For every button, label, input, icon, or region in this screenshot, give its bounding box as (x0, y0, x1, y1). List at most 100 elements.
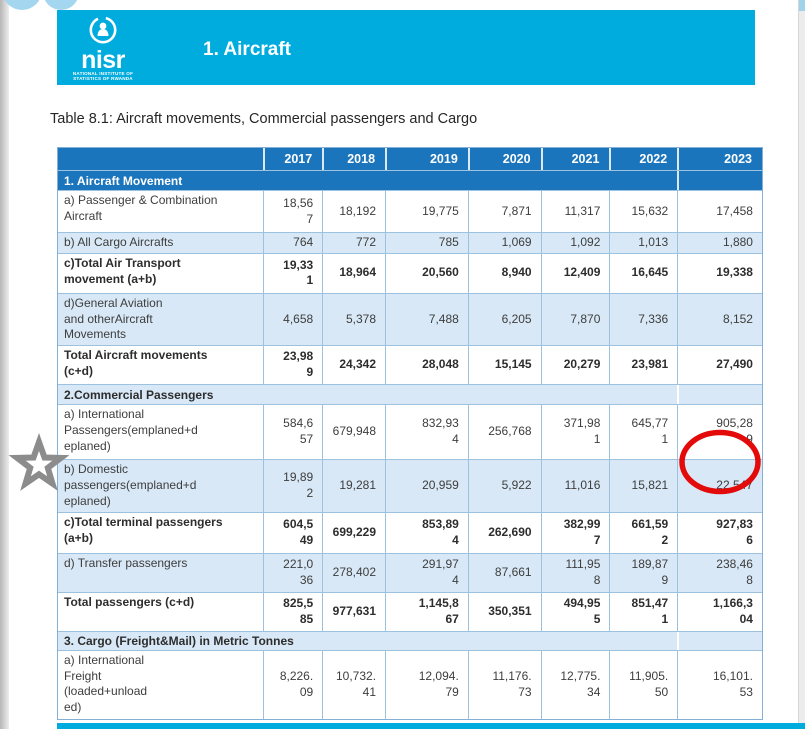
value-cell: 7,870 (540, 293, 610, 346)
table-caption: Table 8.1: Aircraft movements, Commercia… (50, 111, 478, 127)
value-cell: 382,99 7 (540, 512, 610, 553)
section-header-row: 1. Aircraft Movement (58, 170, 762, 190)
table-row: a) International Passengers(emplaned+d e… (58, 404, 762, 460)
chapter-title: 1. Aircraft (203, 39, 291, 60)
value-cell: 7,336 (609, 293, 677, 346)
value-cell: 1,013 (609, 233, 677, 253)
value-cell: 278,402 (322, 553, 385, 592)
value-cell: 11,016 (540, 460, 610, 512)
value-cell: 7,488 (385, 293, 468, 346)
value-cell: 350,351 (467, 592, 541, 631)
value-cell: 19,33 1 (263, 253, 322, 293)
value-cell: 772 (322, 233, 385, 253)
row-label-cell: a) International Passengers(emplaned+d e… (64, 407, 198, 453)
section-header-row: 2.Commercial Passengers (58, 384, 762, 405)
scrollbar-thumb[interactable] (799, 0, 805, 11)
value-cell: 19,775 (385, 191, 468, 232)
value-cell: 20,959 (385, 460, 468, 512)
table-row: a) International Freight (loaded+unload … (58, 649, 762, 719)
value-cell: 699,229 (322, 512, 385, 553)
row-label-cell: a) Passenger & Combination Aircraft (64, 193, 218, 223)
value-cell: 5,922 (467, 460, 541, 512)
row-label-cell: c)Total terminal passengers (a+b) (64, 514, 223, 545)
value-cell: 11,317 (540, 191, 610, 232)
value-cell: 785 (385, 233, 468, 253)
value-cell: 5,378 (322, 293, 385, 346)
table-row: Total passengers (c+d) 825,5 85 977,631 1,1… (58, 591, 762, 631)
year-header-cell: 2023 (677, 148, 762, 170)
decor-bubble-icon (2, 0, 42, 10)
chapter-header-band: nisr NATIONAL INSTITUTE OF STATISTICS OF… (57, 10, 755, 85)
table-row: b) Domestic passengers(emplaned+d eplane… (58, 459, 762, 512)
value-cell: 111,95 8 (540, 553, 610, 592)
value-cell: 905,28 9 (677, 405, 762, 460)
value-cell: 7,871 (467, 191, 541, 232)
year-header-cell: 2017 (263, 148, 322, 170)
section-label: 3. Cargo (Freight&Mail) in Metric Tonnes (64, 633, 294, 648)
value-cell: 23,981 (609, 346, 677, 385)
logo-wordmark: nisr (81, 46, 125, 74)
value-cell: 15,821 (609, 460, 677, 512)
logo-subtext-line2: STATISTICS OF RWANDA (73, 76, 133, 82)
year-header-cell: 2021 (540, 148, 610, 170)
page-left-edge (0, 0, 9, 729)
value-cell: 853,89 4 (385, 512, 468, 553)
highlighted-value-cell: 22,547 (677, 460, 762, 512)
value-cell: 661,59 2 (609, 512, 677, 553)
section-empty-cell (677, 171, 762, 190)
value-cell: 189,87 9 (609, 553, 677, 592)
scrollbar-track[interactable] (798, 0, 805, 729)
logo-subtext-line1: NATIONAL INSTITUTE OF (72, 70, 134, 76)
value-cell: 18,192 (322, 191, 385, 232)
value-cell: 1,092 (540, 233, 610, 253)
value-cell: 1,166,3 04 (677, 592, 762, 631)
value-cell: 584,6 57 (263, 405, 322, 460)
value-cell: 16,101. 53 (677, 650, 762, 719)
row-label-cell: c)Total Air Transport movement (a+b) (64, 255, 181, 286)
value-cell: 8,152 (677, 293, 762, 346)
year-header-cell: 2018 (322, 148, 385, 170)
value-cell: 832,93 4 (385, 405, 468, 460)
value-cell: 12,409 (540, 253, 610, 293)
value-cell: 17,458 (677, 191, 762, 232)
header-corner-cell (58, 148, 263, 170)
value-cell: 851,47 1 (609, 592, 677, 631)
value-cell: 1,880 (677, 233, 762, 253)
year-header-cell: 2019 (385, 148, 468, 170)
value-cell: 24,342 (322, 346, 385, 385)
value-cell: 18,56 7 (263, 191, 322, 232)
value-cell: 15,632 (609, 191, 677, 232)
value-cell: 291,97 4 (385, 553, 468, 592)
value-cell: 371,98 1 (540, 405, 610, 460)
value-cell: 221,0 36 (263, 553, 322, 592)
value-cell: 1,069 (467, 233, 541, 253)
value-cell: 6,205 (467, 293, 541, 346)
table-row: d) Transfer passengers 221,0 36 278,402 291… (58, 552, 762, 592)
table-row: c)Total terminal passengers (a+b) 604,5 4… (58, 511, 762, 553)
section-empty-cell (677, 631, 762, 650)
value-cell: 87,661 (467, 553, 541, 592)
globe-person-icon (89, 16, 117, 44)
value-cell: 262,690 (467, 512, 541, 553)
value-cell: 15,145 (467, 346, 541, 385)
value-cell: 12,775. 34 (540, 650, 610, 719)
star-marker-icon (8, 433, 70, 491)
value-cell: 16,645 (609, 253, 677, 293)
section-label: 2.Commercial Passengers (64, 387, 214, 402)
value-cell: 8,940 (467, 253, 541, 293)
value-cell: 238,46 8 (677, 553, 762, 592)
row-label-cell: Total passengers (c+d) (64, 594, 195, 609)
table-row: c)Total Air Transport movement (a+b) 19,3… (58, 252, 762, 293)
value-cell: 977,631 (322, 592, 385, 631)
row-label-cell: d)General Aviation and otherAircraft Mov… (64, 295, 163, 342)
value-cell: 1,145,8 67 (385, 592, 468, 631)
row-label-cell: d) Transfer passengers (64, 555, 188, 570)
table-row: a) Passenger & Combination Aircraft 18,56… (58, 190, 762, 232)
value-cell: 27,490 (677, 346, 762, 385)
value-cell: 20,560 (385, 253, 468, 293)
value-cell: 256,768 (467, 405, 541, 460)
value-cell: 604,5 49 (263, 512, 322, 553)
value-cell: 4,658 (263, 293, 322, 346)
value-cell: 19,338 (677, 253, 762, 293)
